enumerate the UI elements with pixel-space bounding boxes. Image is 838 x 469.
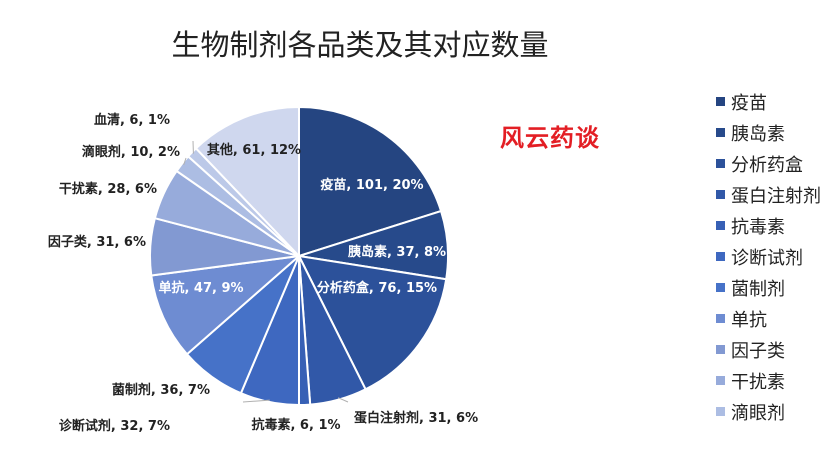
legend-item-4: 抗毒素	[716, 210, 821, 241]
legend-label-0: 疫苗	[731, 92, 767, 114]
data-label-11: 血清, 6, 1%	[94, 112, 170, 128]
data-label-5: 诊断试剂, 32, 7%	[59, 418, 170, 434]
data-label-8: 因子类, 31, 6%	[48, 234, 146, 250]
data-label-3: 蛋白注射剂, 31, 6%	[354, 410, 478, 426]
data-label-4: 抗毒素, 6, 1%	[251, 417, 340, 433]
legend-label-4: 抗毒素	[731, 216, 785, 238]
data-label-1: 胰岛素, 37, 8%	[348, 244, 446, 260]
leader-line-3	[337, 397, 349, 403]
leader-line-5	[242, 399, 270, 403]
data-label-9: 干扰素, 28, 6%	[59, 181, 157, 197]
data-label-6: 菌制剂, 36, 7%	[112, 382, 210, 398]
data-label-7: 单抗, 47, 9%	[158, 280, 243, 296]
legend-label-7: 单抗	[731, 309, 767, 331]
data-label-12: 其他, 61, 12%	[207, 142, 301, 158]
legend-item-7: 单抗	[716, 303, 821, 334]
watermark-text: 风云药谈	[500, 124, 600, 152]
chart-title: 生物制剂各品类及其对应数量	[171, 28, 549, 62]
legend-swatch-0	[716, 97, 725, 106]
legend-swatch-9	[716, 376, 725, 385]
chart-legend: 疫苗胰岛素分析药盒蛋白注射剂抗毒素诊断试剂菌制剂单抗因子类干扰素滴眼剂	[716, 86, 821, 427]
legend-label-5: 诊断试剂	[731, 247, 803, 269]
legend-swatch-10	[716, 407, 725, 416]
legend-item-9: 干扰素	[716, 365, 821, 396]
legend-swatch-2	[716, 159, 725, 168]
legend-swatch-5	[716, 252, 725, 261]
legend-item-8: 因子类	[716, 334, 821, 365]
legend-swatch-6	[716, 283, 725, 292]
legend-item-6: 菌制剂	[716, 272, 821, 303]
legend-label-1: 胰岛素	[731, 123, 785, 145]
legend-item-2: 分析药盒	[716, 148, 821, 179]
legend-item-5: 诊断试剂	[716, 241, 821, 272]
legend-label-10: 滴眼剂	[731, 402, 785, 424]
legend-label-9: 干扰素	[731, 371, 785, 393]
data-label-2: 分析药盒, 76, 15%	[317, 280, 437, 296]
data-label-10: 滴眼剂, 10, 2%	[82, 144, 180, 160]
data-label-0: 疫苗, 101, 20%	[320, 177, 423, 193]
legend-label-2: 分析药盒	[731, 154, 803, 176]
legend-swatch-1	[716, 128, 725, 137]
legend-swatch-7	[716, 314, 725, 323]
legend-label-6: 菌制剂	[731, 278, 785, 300]
legend-item-1: 胰岛素	[716, 117, 821, 148]
legend-item-10: 滴眼剂	[716, 396, 821, 427]
legend-label-8: 因子类	[731, 340, 785, 362]
pie-slice-2	[297, 254, 448, 391]
legend-swatch-8	[716, 345, 725, 354]
pie-slice-0	[298, 105, 443, 258]
legend-swatch-4	[716, 221, 725, 230]
leader-line-10	[183, 157, 187, 165]
pie-slice-7	[150, 254, 303, 356]
legend-swatch-3	[716, 190, 725, 199]
legend-item-0: 疫苗	[716, 86, 821, 117]
legend-label-3: 蛋白注射剂	[731, 185, 821, 207]
pie-slice-12	[194, 105, 300, 259]
legend-item-3: 蛋白注射剂	[716, 179, 821, 210]
